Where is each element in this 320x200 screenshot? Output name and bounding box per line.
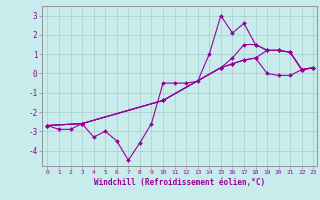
X-axis label: Windchill (Refroidissement éolien,°C): Windchill (Refroidissement éolien,°C) (94, 178, 265, 187)
